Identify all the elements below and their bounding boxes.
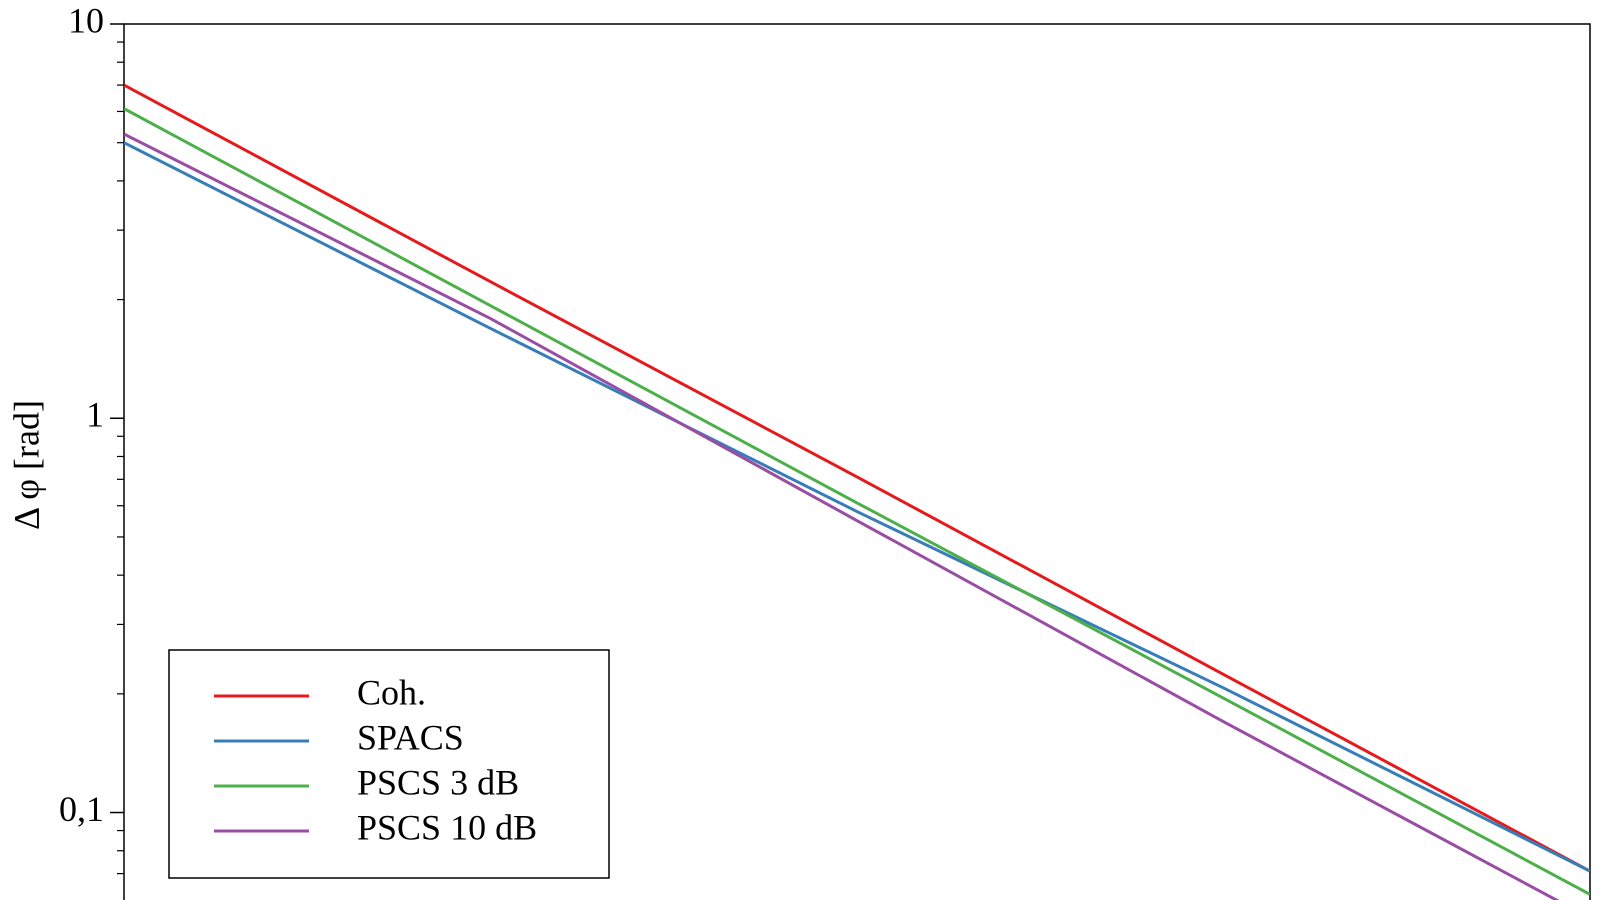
y-axis-label: Δ φ [rad] <box>6 400 46 530</box>
plot-area <box>124 83 1590 900</box>
series-line <box>124 107 1590 896</box>
y-tick-label: 1 <box>86 395 104 435</box>
legend-label: Coh. <box>357 672 426 712</box>
legend-label: PSCS 3 dB <box>357 762 519 802</box>
plot-frame <box>123 23 1591 900</box>
series-line <box>124 83 1590 873</box>
legend-box <box>168 649 610 879</box>
y-tick-label: 10 <box>68 0 104 40</box>
series-line <box>124 132 1560 900</box>
y-tick-label: 0,1 <box>59 789 104 829</box>
series-line <box>124 141 1590 873</box>
legend-label: PSCS 10 dB <box>357 807 537 847</box>
legend-label: SPACS <box>357 717 464 757</box>
